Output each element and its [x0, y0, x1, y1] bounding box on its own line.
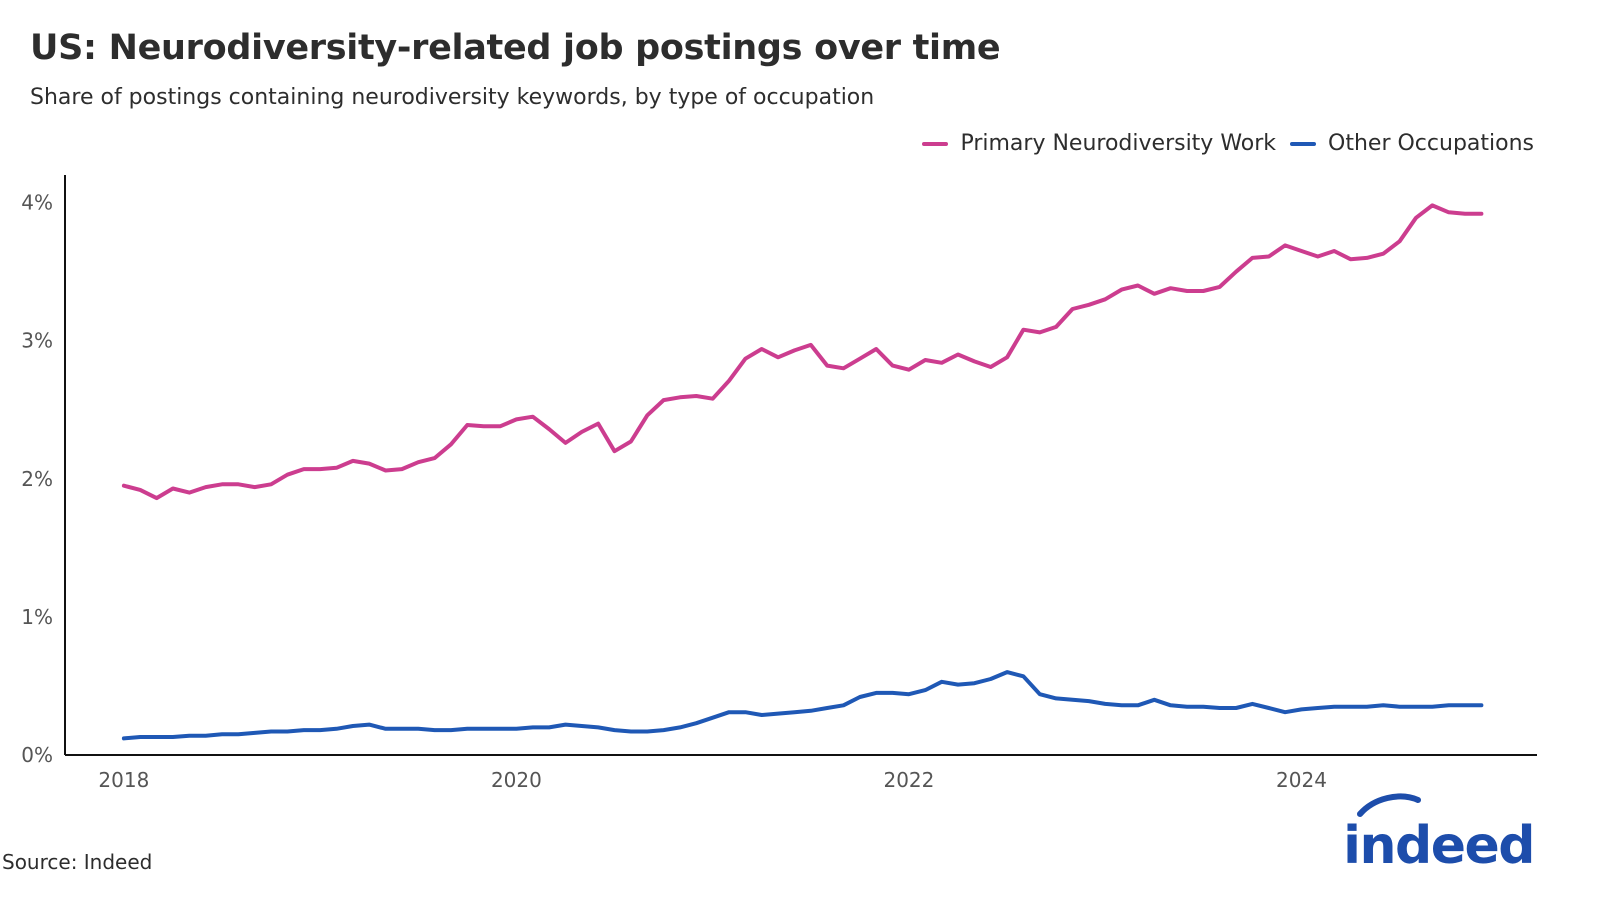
x-tick-label: 2022	[883, 768, 934, 792]
y-tick-label: 1%	[21, 605, 53, 629]
y-tick-label: 3%	[21, 329, 53, 353]
indeed-logo-arc	[1357, 793, 1421, 817]
series-line-other	[121, 670, 1484, 741]
indeed-logo: indeed	[1343, 816, 1535, 876]
y-tick-label: 2%	[21, 467, 53, 491]
series-line-primary	[121, 203, 1484, 501]
legend-item-primary: Primary Neurodiversity Work	[922, 131, 1276, 156]
y-axis-ticks: 0% 1% 2% 3% 4%	[21, 191, 53, 767]
x-tick-label: 2020	[491, 768, 542, 792]
legend-label-primary: Primary Neurodiversity Work	[960, 131, 1277, 156]
series-lines	[121, 203, 1484, 741]
y-tick-label: 4%	[21, 191, 53, 215]
chart-subtitle: Share of postings containing neurodivers…	[30, 85, 875, 110]
legend-label-other: Other Occupations	[1328, 131, 1534, 156]
y-tick-label: 0%	[21, 743, 53, 767]
chart-title: US: Neurodiversity-related job postings …	[30, 28, 1001, 68]
legend-swatch-primary	[922, 141, 949, 146]
source-note: Source: Indeed	[2, 850, 153, 874]
x-axis-ticks: 2018 2020 2022 2024	[98, 768, 1327, 792]
x-tick-label: 2018	[98, 768, 149, 792]
legend-swatch-other	[1290, 141, 1317, 146]
legend: Primary Neurodiversity Work Other Occupa…	[908, 131, 1534, 156]
x-tick-label: 2024	[1276, 768, 1327, 792]
legend-item-other: Other Occupations	[1290, 131, 1534, 156]
